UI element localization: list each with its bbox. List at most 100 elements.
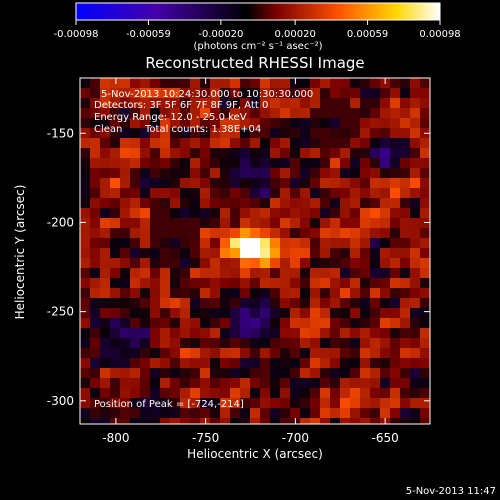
heatmap-cell: [230, 398, 240, 408]
heatmap-cell: [150, 258, 160, 268]
heatmap-cell: [160, 168, 170, 178]
heatmap-cell: [300, 238, 310, 248]
colorbar-gradient-bar: [75, 2, 441, 21]
heatmap-cell: [320, 338, 330, 348]
colorbar-tick-label: -0.00020: [198, 29, 243, 40]
heatmap-cell: [190, 378, 200, 388]
colorbar-ticks: -0.00098 -0.00059 -0.00020 0.00020 0.00059 0.…: [54, 20, 461, 40]
heatmap-cell: [210, 328, 220, 338]
heatmap-cell: [370, 158, 380, 168]
heatmap-cell: [240, 218, 250, 228]
heatmap-cell: [160, 88, 170, 98]
heatmap-cell: [140, 338, 150, 348]
heatmap-cell: [140, 378, 150, 388]
heatmap-cell: [100, 178, 110, 188]
heatmap-cell: [170, 338, 180, 348]
heatmap-cell: [200, 278, 210, 288]
heatmap-cell: [240, 358, 250, 368]
heatmap-cell: [80, 238, 90, 248]
heatmap-cell: [130, 418, 140, 424]
heatmap-cell: [140, 128, 150, 138]
heatmap-cell: [160, 98, 170, 108]
heatmap-cell: [390, 168, 400, 178]
heatmap-cell: [130, 178, 140, 188]
heatmap-cell: [410, 88, 420, 98]
annotation-clean: Clean: [94, 124, 122, 135]
heatmap-cell: [390, 418, 400, 424]
heatmap-cell: [370, 388, 380, 398]
heatmap-cell: [360, 148, 370, 158]
heatmap-image: [80, 78, 430, 424]
heatmap-cell: [310, 98, 320, 108]
heatmap-cell: [180, 208, 190, 218]
heatmap-cell: [130, 308, 140, 318]
heatmap-cell: [200, 138, 210, 148]
heatmap-cell: [220, 188, 230, 198]
heatmap-cell: [270, 398, 280, 408]
heatmap-cell: [390, 228, 400, 238]
heatmap-cell: [240, 208, 250, 218]
heatmap-cell: [80, 328, 90, 338]
heatmap-cell: [400, 368, 410, 378]
heatmap-cell: [80, 208, 90, 218]
heatmap-cell: [240, 118, 250, 128]
heatmap-cell: [180, 408, 190, 418]
heatmap-cell: [270, 108, 280, 118]
heatmap-cell: [100, 218, 110, 228]
heatmap-cell: [210, 168, 220, 178]
heatmap-cell: [320, 198, 330, 208]
heatmap-cell: [410, 168, 420, 178]
heatmap-cell: [220, 368, 230, 378]
heatmap-cell: [390, 308, 400, 318]
heatmap-cell: [390, 298, 400, 308]
heatmap-cell: [320, 238, 330, 248]
heatmap-cell: [200, 238, 210, 248]
heatmap-cell: [100, 318, 110, 328]
heatmap-cell: [100, 238, 110, 248]
heatmap-cell: [380, 338, 390, 348]
heatmap-cell: [190, 228, 200, 238]
heatmap-cell: [350, 328, 360, 338]
heatmap-cell: [330, 78, 340, 88]
heatmap-cell: [90, 98, 100, 108]
heatmap-cell: [420, 368, 430, 378]
heatmap-cell: [140, 158, 150, 168]
heatmap-cell: [280, 378, 290, 388]
heatmap-cell: [280, 78, 290, 88]
heatmap-cell: [360, 368, 370, 378]
heatmap-cell: [180, 328, 190, 338]
colorbar-tick-label: -0.00098: [54, 29, 99, 40]
heatmap-cell: [310, 368, 320, 378]
heatmap-cell: [190, 278, 200, 288]
heatmap-cell: [270, 388, 280, 398]
heatmap-cell: [80, 88, 90, 98]
heatmap-cell: [250, 268, 260, 278]
heatmap-cell: [420, 208, 430, 218]
heatmap-cell: [400, 318, 410, 328]
heatmap-cell: [260, 278, 270, 288]
heatmap-cell: [160, 318, 170, 328]
heatmap-cell: [220, 238, 230, 248]
heatmap-cell: [90, 118, 100, 128]
heatmap-cell: [370, 408, 380, 418]
heatmap-cell: [130, 348, 140, 358]
heatmap-cell: [90, 338, 100, 348]
heatmap-cell: [230, 368, 240, 378]
heatmap-cell: [240, 328, 250, 338]
heatmap-cell: [410, 78, 420, 88]
heatmap-cell: [180, 78, 190, 88]
heatmap-cell: [330, 138, 340, 148]
x-tick-label: -700: [282, 431, 309, 445]
heatmap-cell: [220, 118, 230, 128]
heatmap-cell: [90, 198, 100, 208]
heatmap-cell: [300, 118, 310, 128]
heatmap-cell: [170, 88, 180, 98]
heatmap-cell: [210, 268, 220, 278]
heatmap-cell: [130, 268, 140, 278]
heatmap-cell: [310, 238, 320, 248]
heatmap-cell: [400, 338, 410, 348]
heatmap-cell: [140, 368, 150, 378]
heatmap-cell: [300, 198, 310, 208]
heatmap-cell: [180, 278, 190, 288]
heatmap-cell: [110, 418, 120, 424]
